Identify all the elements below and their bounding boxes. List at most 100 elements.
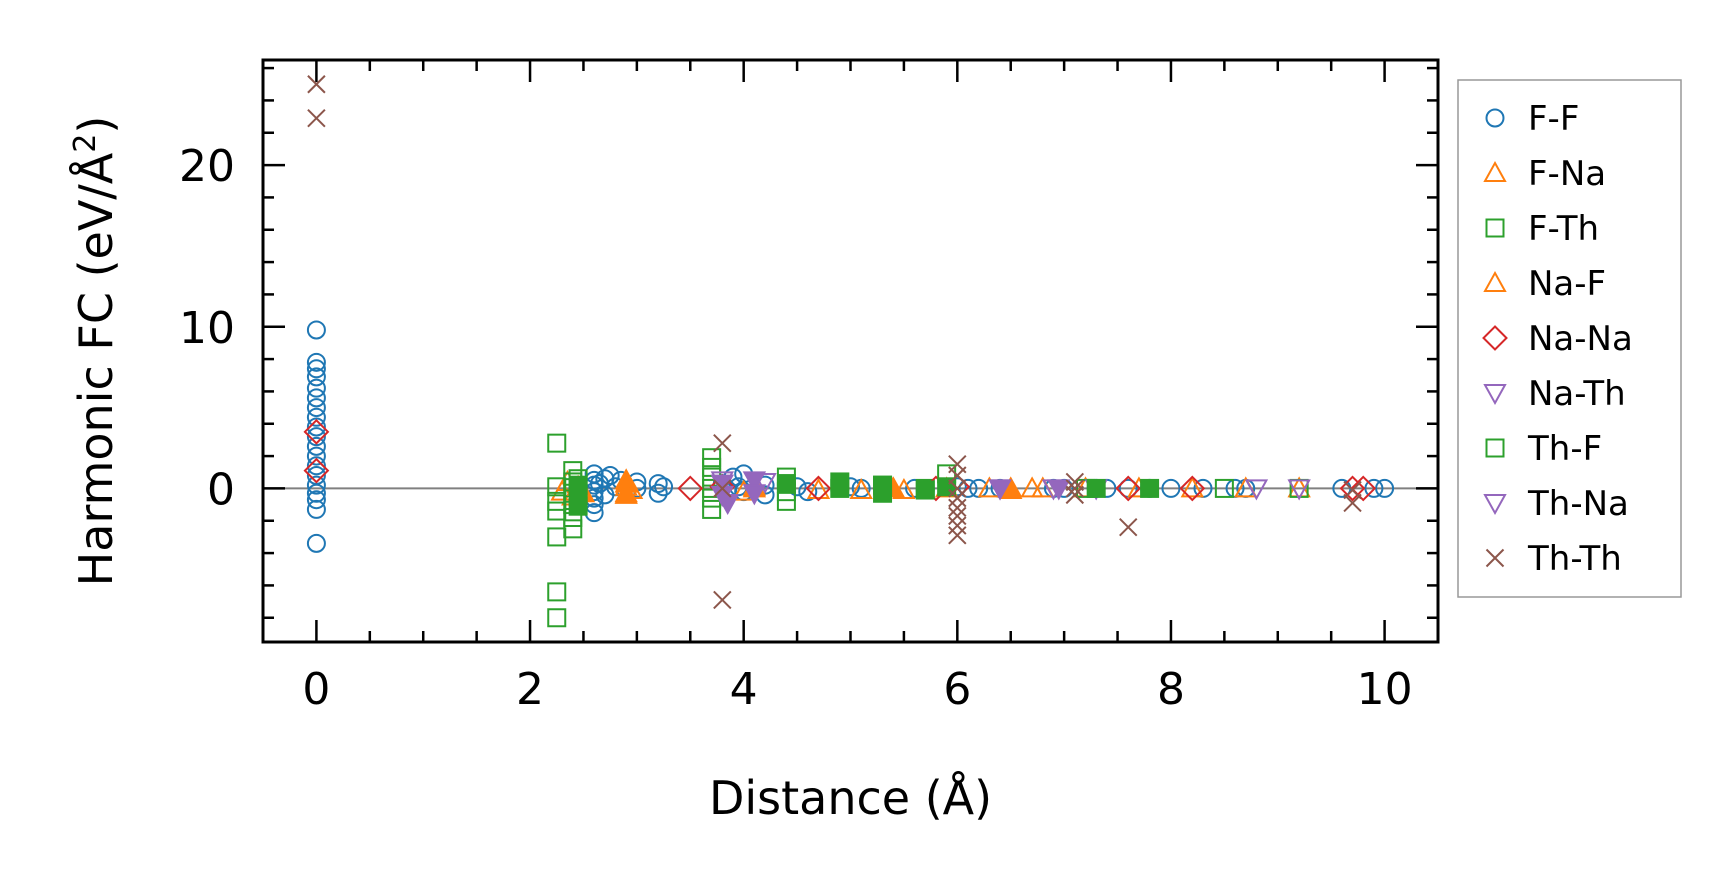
data-point xyxy=(713,590,732,610)
data-point xyxy=(1065,472,1085,492)
data-point xyxy=(1287,479,1311,501)
axis-ticks xyxy=(261,60,1440,642)
legend-label: F-F xyxy=(1528,99,1579,139)
data-point xyxy=(1343,480,1362,500)
y-tick-label: 20 xyxy=(179,141,235,192)
data-point xyxy=(306,407,326,427)
data-point xyxy=(988,479,1012,501)
y-axis-label-main: Harmonic FC (eV/Å xyxy=(69,152,123,586)
data-point xyxy=(948,516,967,535)
x-tick-label: 8 xyxy=(1157,664,1185,715)
data-point xyxy=(614,481,638,503)
legend-marker xyxy=(1485,548,1505,568)
data-point xyxy=(306,388,326,408)
x-tick-label: 4 xyxy=(730,664,758,715)
y-axis-label-superscript: 2 xyxy=(68,134,103,153)
y-tick-label: 0 xyxy=(207,464,235,515)
data-point xyxy=(1339,475,1366,502)
legend-label: Na-Th xyxy=(1528,374,1626,414)
data-point xyxy=(1140,478,1160,498)
legend-item: F-Na xyxy=(1483,154,1606,194)
data-point xyxy=(713,433,732,453)
data-point xyxy=(303,418,330,445)
data-point xyxy=(306,320,326,340)
series-th-th xyxy=(307,75,1362,610)
data-point xyxy=(306,359,326,379)
data-point xyxy=(307,108,326,128)
data-point xyxy=(798,482,818,502)
data-point xyxy=(849,477,873,500)
legend-item: F-F xyxy=(1485,99,1579,139)
x-tick-label: 2 xyxy=(516,664,544,715)
data-point xyxy=(306,427,326,447)
data-point xyxy=(600,465,620,485)
data-point xyxy=(1047,479,1071,501)
data-point xyxy=(306,417,326,437)
data-point xyxy=(742,471,767,493)
tick-labels: 0 2 4 6 8 10 0 10 20 xyxy=(179,141,1413,715)
data-point xyxy=(306,446,326,466)
legend-label: F-Th xyxy=(1528,209,1599,249)
legend-marker xyxy=(1483,160,1507,182)
data-point xyxy=(1214,478,1234,498)
x-tick-label: 10 xyxy=(1357,664,1413,715)
data-point xyxy=(1065,479,1085,498)
data-point xyxy=(306,398,326,418)
legend-items: F-F F-Na F-Th Na-F Na-Na Na-Th Th-F Th-Na Th-Th xyxy=(1482,99,1633,579)
data-point xyxy=(547,433,567,453)
data-point xyxy=(742,484,767,506)
data-point xyxy=(306,352,326,372)
data-point xyxy=(648,483,668,503)
y-axis-label-close: ) xyxy=(69,116,123,134)
legend-label: Na-Na xyxy=(1528,319,1633,359)
legend-label: Th-Th xyxy=(1527,539,1622,579)
data-point xyxy=(713,479,732,498)
data-point xyxy=(702,499,722,519)
legend: F-F F-Na F-Th Na-F Na-Na Na-Th Th-F Th-Na Th-Th xyxy=(1457,79,1682,598)
data-point xyxy=(1244,479,1269,501)
x-tick-label: 6 xyxy=(943,664,971,715)
legend-label: Na-F xyxy=(1528,264,1606,304)
legend-label: F-Na xyxy=(1528,154,1606,194)
series-th-na xyxy=(710,471,1071,516)
data-point xyxy=(948,466,967,485)
data-point xyxy=(1115,475,1142,502)
x-axis-label: Distance (Å) xyxy=(709,771,992,825)
data-point xyxy=(307,75,326,94)
plot-frame xyxy=(261,58,1440,644)
data-point xyxy=(547,608,567,628)
data-point xyxy=(948,488,967,508)
legend-item: Th-Th xyxy=(1485,539,1622,579)
data-point xyxy=(830,478,850,498)
data-point xyxy=(1086,478,1106,498)
y-tick-label: 10 xyxy=(179,303,235,354)
data-point xyxy=(753,472,777,495)
data-point xyxy=(1065,485,1085,505)
series-th-f xyxy=(568,472,1160,516)
legend-marker xyxy=(1482,325,1508,351)
legend-label: Th-F xyxy=(1527,429,1602,469)
legend-item: F-Th xyxy=(1485,209,1599,249)
legend-item: Na-F xyxy=(1483,264,1606,304)
legend-item: Na-Th xyxy=(1483,374,1626,414)
data-point xyxy=(306,436,326,456)
legend-marker xyxy=(1483,494,1507,516)
data-point xyxy=(306,378,326,398)
data-point xyxy=(915,480,935,500)
data-point xyxy=(948,506,967,526)
legend-item: Th-F xyxy=(1485,429,1602,469)
data-point xyxy=(306,475,326,495)
data-points xyxy=(303,75,1395,628)
data-point xyxy=(958,478,978,498)
data-point xyxy=(547,582,567,602)
data-point xyxy=(306,499,326,519)
legend-label: Th-Na xyxy=(1527,484,1629,524)
legend-item: Th-Na xyxy=(1483,484,1629,524)
data-point xyxy=(306,490,326,510)
data-point xyxy=(873,483,893,503)
data-point xyxy=(677,475,704,502)
legend-marker xyxy=(1483,270,1507,292)
legend-item: Na-Na xyxy=(1482,319,1633,359)
data-point xyxy=(948,526,967,545)
data-point xyxy=(1350,475,1377,502)
